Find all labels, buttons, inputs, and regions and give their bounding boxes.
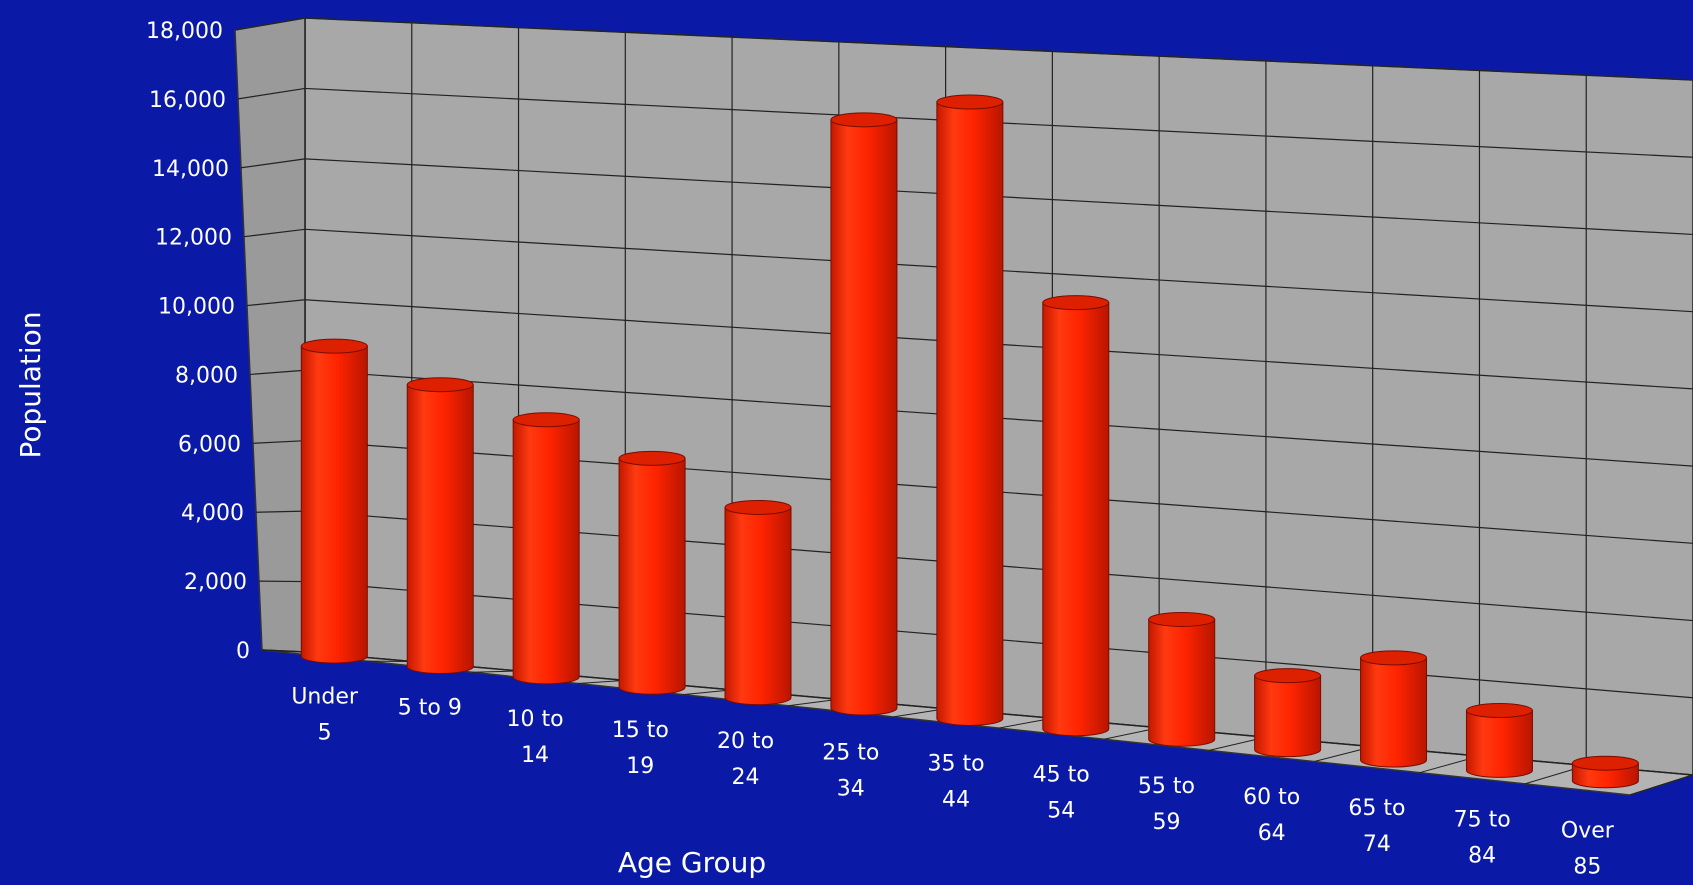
x-tick-label: 14 <box>521 743 549 768</box>
x-tick-label: 84 <box>1468 843 1496 868</box>
side-wall <box>234 17 306 653</box>
bar-top <box>1360 650 1428 666</box>
x-tick-label: 24 <box>732 765 760 790</box>
y-tick-label: 16,000 <box>149 88 226 113</box>
x-tick-label: 75 to <box>1454 807 1511 832</box>
bar-top <box>1571 755 1639 771</box>
bar-top <box>300 338 368 354</box>
gridline-side <box>252 440 306 444</box>
bar-top <box>830 112 898 128</box>
gridline-side <box>237 87 306 100</box>
x-tick-label: 25 to <box>822 740 879 765</box>
bar-top <box>618 450 686 466</box>
x-tick-label: 59 <box>1152 810 1180 835</box>
gridline-side <box>243 228 306 238</box>
x-tick-label: 15 to <box>612 718 669 743</box>
x-tick-label: 34 <box>837 776 865 801</box>
x-tick-label: 85 <box>1573 854 1601 879</box>
x-tick-label: 74 <box>1363 832 1391 857</box>
bar <box>1042 295 1110 737</box>
bar-body <box>1254 675 1322 758</box>
x-tick-label: 20 to <box>717 729 774 754</box>
floor-divider <box>577 679 626 684</box>
gridline-side <box>246 299 306 307</box>
bar-body <box>1360 657 1428 768</box>
bar-top <box>1465 703 1533 719</box>
floor-divider <box>788 698 839 707</box>
bar <box>1571 755 1639 789</box>
bar-body <box>830 119 898 716</box>
bar <box>724 499 792 706</box>
y-tick-label: 14,000 <box>152 157 229 182</box>
floor-divider <box>261 649 306 653</box>
y-tick-label: 12,000 <box>155 226 232 251</box>
bar-top <box>512 412 580 428</box>
x-tick-label: 35 to <box>927 752 984 777</box>
bar-top <box>406 377 474 393</box>
gridline-side <box>240 158 306 169</box>
bar <box>936 94 1004 726</box>
x-tick-label: 44 <box>942 788 970 813</box>
bar-top <box>1254 668 1322 684</box>
bar-body <box>1465 710 1533 778</box>
x-tick-labels: Under 5 5 to 9 10 to 14 15 to 19 20 to 24 25 to 34… <box>291 685 1614 880</box>
bar-top <box>936 94 1004 110</box>
bar <box>1148 611 1216 747</box>
x-tick-label: 10 to <box>507 707 564 732</box>
bar-body <box>936 101 1004 726</box>
x-tick-label: 5 <box>318 721 332 746</box>
bar-body <box>406 384 474 674</box>
bar <box>512 412 580 685</box>
y-tick-label: 10,000 <box>158 295 235 320</box>
bar <box>830 112 898 716</box>
x-tick-label: Over <box>1561 818 1615 843</box>
y-tick-label: 4,000 <box>181 501 244 526</box>
y-tick-label: 6,000 <box>178 432 241 457</box>
y-tick-label: 0 <box>236 639 250 664</box>
x-tick-label: 19 <box>626 754 654 779</box>
x-tick-label: 64 <box>1258 821 1286 846</box>
gridline-side <box>255 510 306 513</box>
gridline-side <box>249 369 306 376</box>
x-tick-label: 45 to <box>1033 763 1090 788</box>
x-axis-title: Age Group <box>618 846 766 879</box>
gridline-side <box>234 17 306 31</box>
bar-body <box>1042 302 1110 737</box>
x-tick-label: 60 to <box>1243 785 1300 810</box>
bar-top <box>1148 611 1216 627</box>
bars <box>300 94 1639 789</box>
floor-divider <box>472 670 519 673</box>
bar <box>1254 668 1322 758</box>
gridline-y <box>304 17 1693 81</box>
bar <box>300 338 368 664</box>
bar-top <box>1042 295 1110 311</box>
bar <box>618 450 686 695</box>
bar-top <box>724 499 792 515</box>
y-axis-title: Population <box>14 311 47 458</box>
y-tick-labels: 0 2,000 4,000 6,000 8,000 10,000 12,000 14,000 1… <box>146 19 250 664</box>
x-tick-label: Under <box>291 685 359 710</box>
floor-divider <box>682 689 733 696</box>
bar-body <box>512 419 580 685</box>
x-tick-label: 54 <box>1047 799 1075 824</box>
x-tick-label: 5 to 9 <box>398 696 462 721</box>
bar-body <box>724 506 792 706</box>
y-tick-label: 18,000 <box>146 19 223 44</box>
bar <box>1360 650 1428 768</box>
bar <box>406 377 474 674</box>
bar-body <box>300 345 368 664</box>
bar-body <box>1148 618 1216 747</box>
y-tick-label: 2,000 <box>184 570 247 595</box>
floor-divider <box>1629 774 1693 796</box>
y-tick-label: 8,000 <box>175 363 238 388</box>
x-tick-label: 65 to <box>1348 796 1405 821</box>
bar <box>1465 703 1533 778</box>
x-tick-label: 55 to <box>1138 774 1195 799</box>
bar-body <box>618 457 686 695</box>
